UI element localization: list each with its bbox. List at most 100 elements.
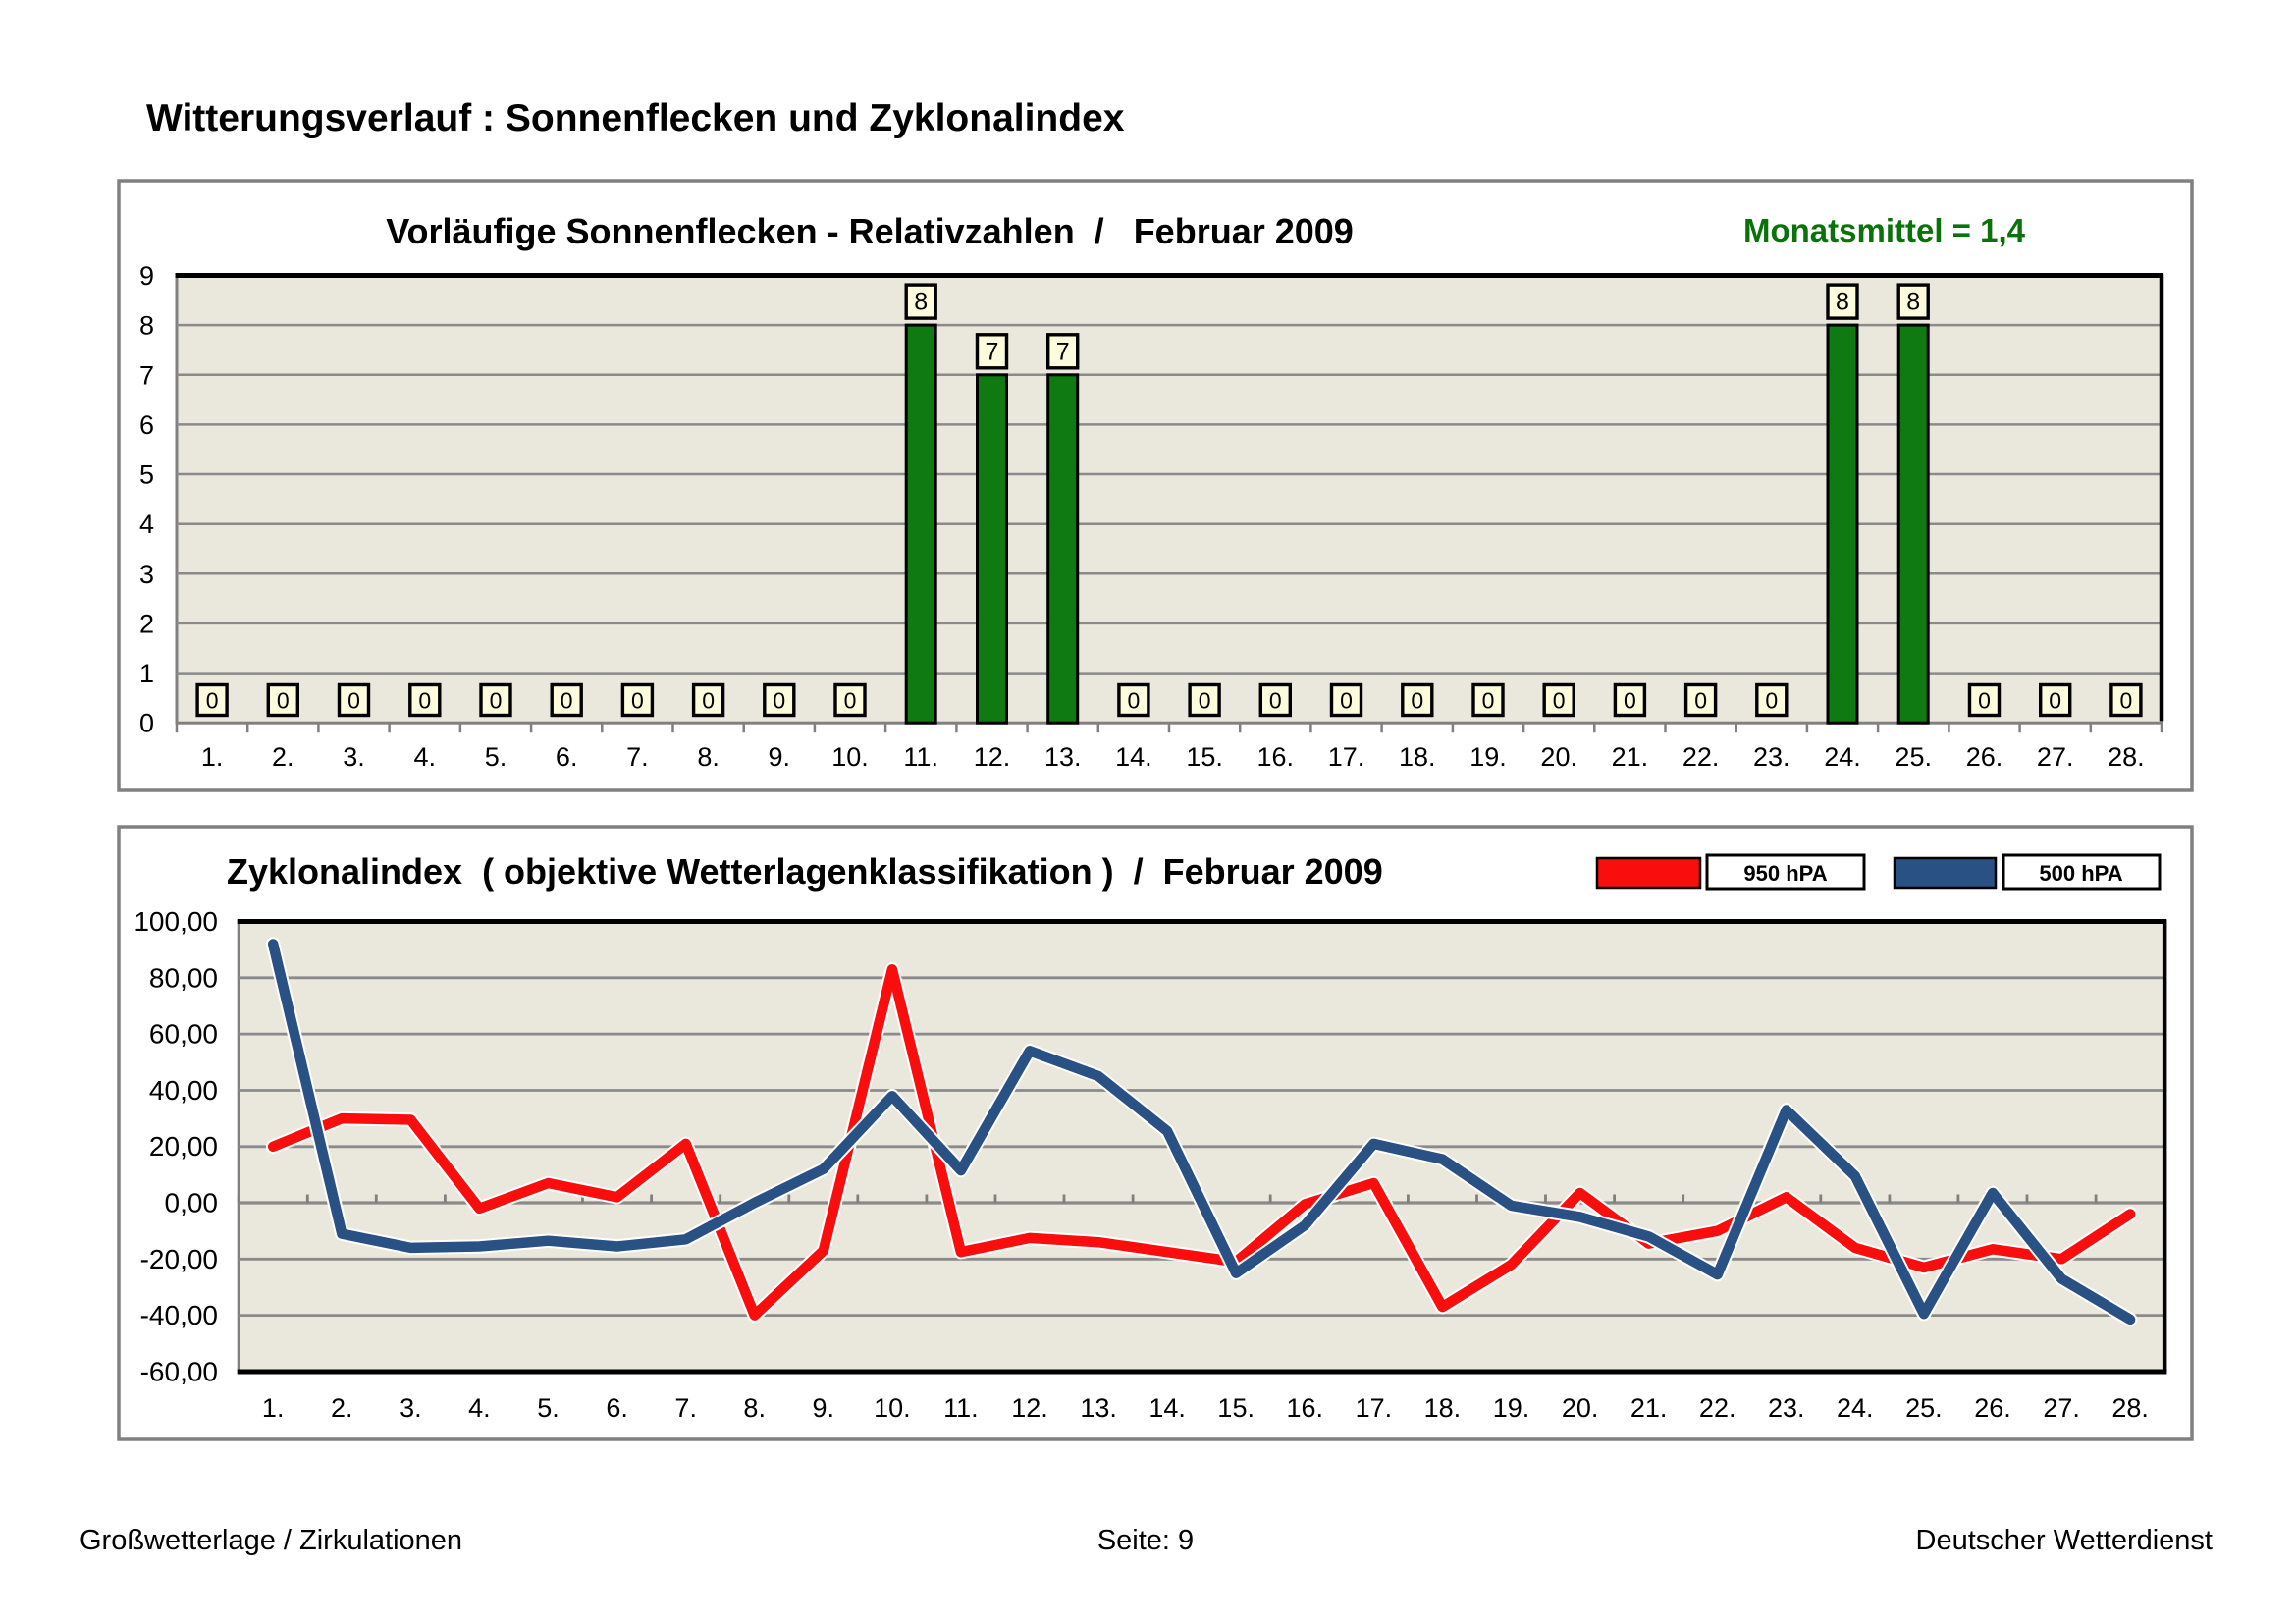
svg-text:-60,00: -60,00 — [140, 1357, 218, 1387]
svg-text:Deutscher Wetterdienst: Deutscher Wetterdienst — [1916, 1525, 2214, 1556]
svg-text:0: 0 — [631, 688, 644, 714]
svg-text:Zyklonalindex ( objektive Wet: Zyklonalindex ( objektive Wetterlagenkla… — [227, 851, 1383, 892]
svg-text:2.: 2. — [331, 1393, 353, 1423]
svg-text:Monatsmittel = 1,4: Monatsmittel = 1,4 — [1743, 212, 2026, 248]
svg-text:0: 0 — [490, 688, 503, 714]
svg-text:8: 8 — [914, 289, 928, 316]
svg-text:9.: 9. — [813, 1393, 835, 1423]
svg-text:Vorläufige Sonnenflecken - Rel: Vorläufige Sonnenflecken - Relativzahlen… — [386, 211, 1354, 251]
svg-text:15.: 15. — [1186, 742, 1223, 772]
svg-text:1.: 1. — [262, 1393, 285, 1423]
svg-text:6: 6 — [139, 410, 154, 440]
svg-text:7: 7 — [1056, 338, 1070, 365]
svg-text:0: 0 — [773, 688, 785, 714]
svg-text:10.: 10. — [874, 1393, 911, 1423]
svg-text:19.: 19. — [1469, 742, 1507, 772]
svg-text:4.: 4. — [414, 742, 437, 772]
svg-text:0: 0 — [1482, 688, 1495, 714]
svg-text:100,00: 100,00 — [133, 906, 218, 937]
svg-text:0: 0 — [1694, 688, 1707, 714]
svg-text:12.: 12. — [974, 742, 1011, 772]
svg-text:17.: 17. — [1328, 742, 1365, 772]
svg-text:Großwetterlage / Zirkulationen: Großwetterlage / Zirkulationen — [80, 1525, 462, 1556]
svg-text:-40,00: -40,00 — [140, 1300, 218, 1330]
svg-text:6.: 6. — [606, 1393, 628, 1423]
svg-text:7: 7 — [139, 360, 154, 390]
svg-text:0: 0 — [277, 688, 290, 714]
svg-text:14.: 14. — [1148, 1393, 1186, 1423]
svg-text:8.: 8. — [697, 742, 720, 772]
svg-text:20.: 20. — [1562, 1393, 1599, 1423]
svg-text:0: 0 — [702, 688, 715, 714]
svg-text:24.: 24. — [1837, 1393, 1874, 1423]
svg-text:11.: 11. — [943, 1393, 979, 1423]
svg-text:500 hPA: 500 hPA — [2039, 861, 2122, 886]
svg-text:Seite: 9: Seite: 9 — [1097, 1525, 1194, 1556]
svg-text:0: 0 — [2120, 688, 2133, 714]
svg-text:0: 0 — [347, 688, 360, 714]
svg-text:24.: 24. — [1824, 742, 1861, 772]
svg-text:0: 0 — [1624, 688, 1636, 714]
svg-text:2.: 2. — [272, 742, 294, 772]
svg-text:0: 0 — [1269, 688, 1282, 714]
svg-text:18.: 18. — [1399, 742, 1436, 772]
svg-text:3: 3 — [139, 560, 154, 589]
svg-text:21.: 21. — [1612, 742, 1649, 772]
svg-text:0: 0 — [206, 688, 219, 714]
svg-text:16.: 16. — [1257, 742, 1295, 772]
svg-text:6.: 6. — [556, 742, 578, 772]
svg-text:25.: 25. — [1905, 1393, 1943, 1423]
svg-text:15.: 15. — [1217, 1393, 1255, 1423]
svg-text:13.: 13. — [1080, 1393, 1117, 1423]
svg-text:2: 2 — [139, 609, 154, 638]
svg-text:14.: 14. — [1115, 742, 1152, 772]
svg-text:Witterungsverlauf : Sonnenflec: Witterungsverlauf : Sonnenflecken und Zy… — [146, 97, 1125, 139]
svg-text:0: 0 — [1411, 688, 1423, 714]
svg-text:8: 8 — [1836, 289, 1849, 316]
svg-text:0: 0 — [2049, 688, 2061, 714]
svg-text:0: 0 — [561, 688, 573, 714]
svg-text:0: 0 — [1765, 688, 1778, 714]
svg-text:60,00: 60,00 — [149, 1019, 218, 1050]
svg-text:10.: 10. — [831, 742, 869, 772]
svg-text:0: 0 — [1340, 688, 1353, 714]
svg-text:5.: 5. — [537, 1393, 560, 1423]
svg-text:28.: 28. — [2108, 742, 2145, 772]
svg-text:22.: 22. — [1699, 1393, 1736, 1423]
svg-text:20,00: 20,00 — [149, 1131, 218, 1162]
svg-text:3.: 3. — [343, 742, 365, 772]
svg-text:26.: 26. — [1974, 1393, 2011, 1423]
svg-text:16.: 16. — [1287, 1393, 1324, 1423]
svg-text:21.: 21. — [1630, 1393, 1668, 1423]
svg-text:7.: 7. — [674, 1393, 697, 1423]
svg-text:1.: 1. — [201, 742, 224, 772]
svg-text:18.: 18. — [1424, 1393, 1462, 1423]
svg-text:-20,00: -20,00 — [140, 1244, 218, 1274]
svg-text:11.: 11. — [903, 742, 938, 772]
svg-text:7.: 7. — [626, 742, 649, 772]
svg-text:0: 0 — [1553, 688, 1566, 714]
svg-text:5.: 5. — [485, 742, 507, 772]
svg-text:20.: 20. — [1540, 742, 1577, 772]
svg-text:17.: 17. — [1356, 1393, 1393, 1423]
svg-text:8: 8 — [139, 311, 154, 341]
svg-text:23.: 23. — [1753, 742, 1790, 772]
svg-text:26.: 26. — [1966, 742, 2003, 772]
svg-text:22.: 22. — [1682, 742, 1720, 772]
svg-text:0: 0 — [844, 688, 857, 714]
svg-text:3.: 3. — [400, 1393, 422, 1423]
svg-text:27.: 27. — [2043, 1393, 2080, 1423]
svg-text:8.: 8. — [743, 1393, 766, 1423]
svg-text:9: 9 — [139, 261, 154, 291]
svg-text:13.: 13. — [1044, 742, 1082, 772]
svg-text:0: 0 — [1199, 688, 1211, 714]
svg-text:80,00: 80,00 — [149, 962, 218, 993]
svg-text:1: 1 — [139, 659, 154, 688]
svg-text:0: 0 — [1128, 688, 1141, 714]
svg-text:7: 7 — [986, 338, 999, 365]
svg-text:23.: 23. — [1768, 1393, 1805, 1423]
svg-text:0,00: 0,00 — [165, 1188, 219, 1218]
svg-text:4: 4 — [139, 510, 154, 539]
svg-text:4.: 4. — [468, 1393, 491, 1423]
svg-text:0: 0 — [1978, 688, 1991, 714]
